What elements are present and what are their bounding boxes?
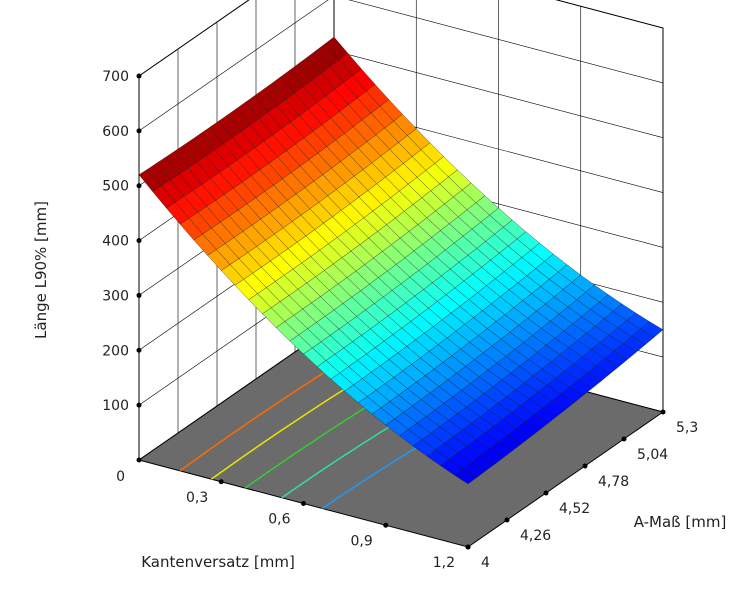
x-tick-mark [383, 522, 389, 528]
wall-gridline-z [138, 0, 664, 77]
x-tick-label: 0,3 [186, 490, 208, 506]
y-tick-label: 4 [481, 555, 490, 571]
x-tick-mark [136, 457, 142, 463]
z-tick-label: 300 [102, 288, 129, 304]
axes: 100 200 300 400 500 600 700 0 0,3 0,6 0,9 1,2 4 4,26 4… [102, 69, 698, 571]
x-tick-label: 0,6 [268, 512, 290, 528]
z-tick-label: 700 [102, 69, 129, 85]
y-tick-mark [465, 544, 471, 550]
z-tick-mark [136, 402, 142, 408]
z-tick-mark [136, 292, 142, 298]
y-tick-mark [621, 436, 627, 442]
z-tick-label: 100 [102, 398, 129, 414]
y-tick-label: 4,78 [598, 474, 629, 490]
x-tick-label: 0,9 [350, 533, 372, 549]
z-tick-label: 400 [102, 234, 129, 250]
surface-cell [453, 468, 478, 485]
y-tick-label: 5,3 [676, 420, 698, 436]
y-tick-label: 4,26 [520, 528, 551, 544]
z-tick-mark [136, 73, 142, 79]
z-axis-title: Länge L90% [mm] [32, 201, 50, 339]
z-tick-mark [136, 347, 142, 353]
y-tick-mark [582, 463, 588, 469]
y-axis-title: A-Maß [mm] [634, 513, 727, 531]
x-axis-title: Kantenversatz [mm] [141, 553, 295, 571]
wall-gridline-z [138, 0, 664, 132]
response-surface [138, 36, 664, 485]
z-tick-label: 200 [102, 343, 129, 359]
x-tick-label: 1,2 [433, 555, 455, 571]
y-tick-label: 4,52 [559, 501, 590, 517]
z-tick-label: 600 [102, 124, 129, 140]
z-tick-mark [136, 128, 142, 134]
z-tick-label: 0 [116, 469, 125, 485]
z-tick-mark [136, 183, 142, 189]
y-tick-mark [543, 490, 549, 496]
x-tick-mark [301, 501, 306, 506]
z-tick-label: 500 [102, 179, 129, 195]
x-tick-mark [218, 479, 224, 485]
y-tick-mark [504, 517, 510, 523]
y-tick-label: 5,04 [637, 447, 668, 463]
z-tick-mark [136, 238, 142, 244]
y-tick-mark [660, 409, 666, 415]
